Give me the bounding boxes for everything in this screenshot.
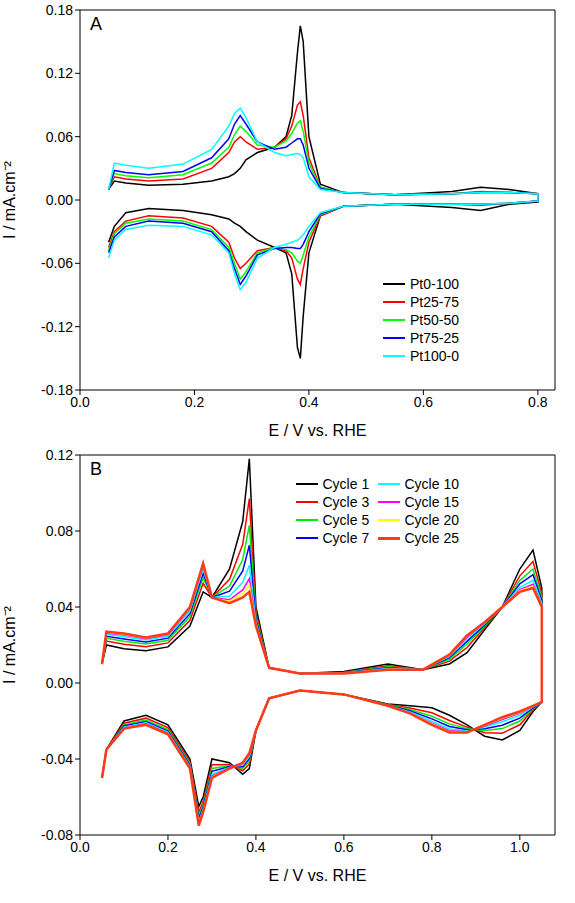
html-text:B: B [90,459,102,479]
svg-text:0.04: 0.04 [46,599,73,615]
svg-text:-0.04: -0.04 [41,751,73,767]
svg-text:-0.18: -0.18 [41,382,73,398]
html-text:Cycle 15: Cycle 15 [404,494,459,510]
html-text:A: A [90,14,102,34]
svg-text:E / V vs. RHE: E / V vs. RHE [269,867,367,884]
svg-text:I / mA.cm⁻²: I / mA.cm⁻² [1,160,18,239]
svg-text:-0.06: -0.06 [41,255,73,271]
svg-text:-0.08: -0.08 [41,827,73,843]
svg-text:0.08: 0.08 [46,523,73,539]
html-text:Pt75-25: Pt75-25 [410,330,459,346]
svg-text:-0.12: -0.12 [41,319,73,335]
svg-text:0.0: 0.0 [70,839,90,855]
svg-text:0.12: 0.12 [46,65,73,81]
svg-text:0.12: 0.12 [46,447,73,463]
html-text:Pt25-75: Pt25-75 [410,294,459,310]
html-text:Pt0-100: Pt0-100 [410,276,459,292]
svg-text:0.18: 0.18 [46,2,73,18]
svg-text:1.0: 1.0 [510,839,530,855]
html-text:Cycle 5: Cycle 5 [322,512,370,528]
html-text:Cycle 1: Cycle 1 [322,476,370,492]
svg-text:I / mA.cm⁻²: I / mA.cm⁻² [1,605,18,684]
svg-text:0.6: 0.6 [334,839,354,855]
svg-text:0.8: 0.8 [528,394,548,410]
svg-text:0.8: 0.8 [422,839,442,855]
html-text:Cycle 3: Cycle 3 [322,494,370,510]
svg-text:0.00: 0.00 [46,675,73,691]
svg-text:0.06: 0.06 [46,129,73,145]
html-text:Cycle 25: Cycle 25 [404,530,459,546]
svg-text:0.2: 0.2 [185,394,205,410]
html-text:Pt50-50: Pt50-50 [410,312,459,328]
html-text:Cycle 20: Cycle 20 [404,512,459,528]
html-text:Cycle 10: Cycle 10 [404,476,459,492]
svg-text:0.0: 0.0 [70,394,90,410]
html-text:Pt100-0: Pt100-0 [410,348,459,364]
svg-text:0.4: 0.4 [299,394,319,410]
svg-text:0.6: 0.6 [414,394,434,410]
svg-text:0.2: 0.2 [158,839,178,855]
html-text:Cycle 7: Cycle 7 [322,530,370,546]
svg-text:0.4: 0.4 [246,839,266,855]
svg-text:0.00: 0.00 [46,192,73,208]
svg-text:E / V vs. RHE: E / V vs. RHE [269,422,367,439]
